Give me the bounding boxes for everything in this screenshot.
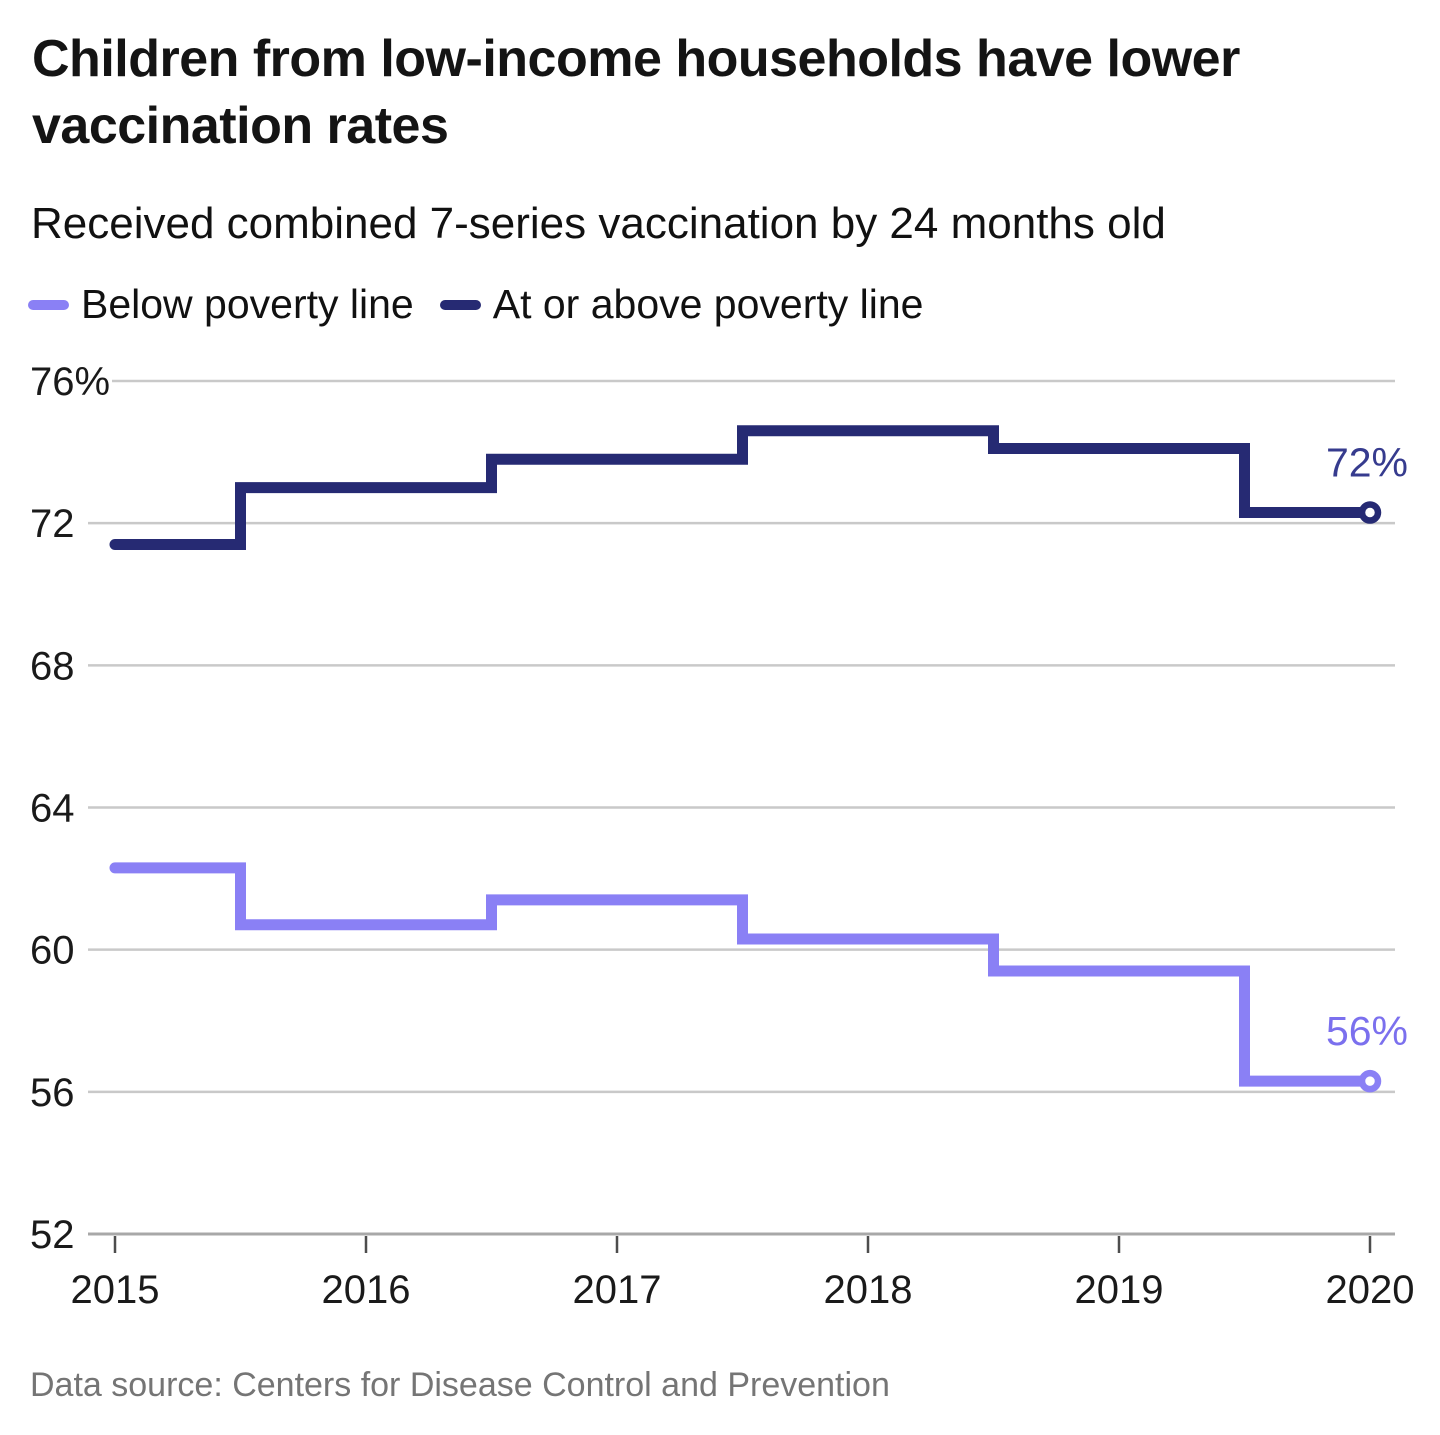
x-axis-tick-label: 2018 [824,1268,913,1312]
legend-label: Below poverty line [81,281,414,327]
page-title: Children from low-income households have… [32,30,1240,155]
end-value-label-at-or-above-poverty-line: 72% [1326,440,1408,486]
series-line-below-poverty-line [109,862,1376,1087]
y-axis-tick-label: 76% [30,360,110,404]
y-axis-tick-label: 60 [30,929,75,973]
data-source-note: Data source: Centers for Disease Control… [30,1366,890,1404]
x-axis-tick-label: 2017 [573,1268,662,1312]
end-marker-at-or-above-poverty-line [1358,501,1382,524]
x-axis-tick-label: 2019 [1075,1268,1164,1312]
legend: Below poverty line At or above poverty l… [28,281,923,328]
series-line-at-or-above-poverty-line [109,425,1376,550]
y-axis-tick-label: 52 [30,1213,75,1257]
legend-swatch-below-poverty [28,299,69,310]
legend-label: At or above poverty line [492,281,924,327]
y-axis-tick-label: 64 [30,787,75,831]
chart-subtitle: Received combined 7-series vaccination b… [31,199,1166,248]
y-axis-tick-label: 68 [30,644,75,688]
x-axis-tick-label: 2015 [71,1268,160,1312]
end-value-label-below-poverty-line: 56% [1326,1008,1408,1054]
y-axis-tick-label: 72 [30,502,75,546]
x-axis-tick-label: 2020 [1326,1268,1415,1312]
legend-swatch-at-or-above-poverty [439,299,481,310]
x-axis-tick-label: 2016 [322,1268,411,1312]
y-axis-tick-label: 56 [30,1071,75,1115]
legend-item-at-or-above-poverty: At or above poverty line [439,281,924,328]
legend-item-below-poverty: Below poverty line [28,281,414,328]
end-marker-below-poverty-line [1358,1069,1382,1093]
